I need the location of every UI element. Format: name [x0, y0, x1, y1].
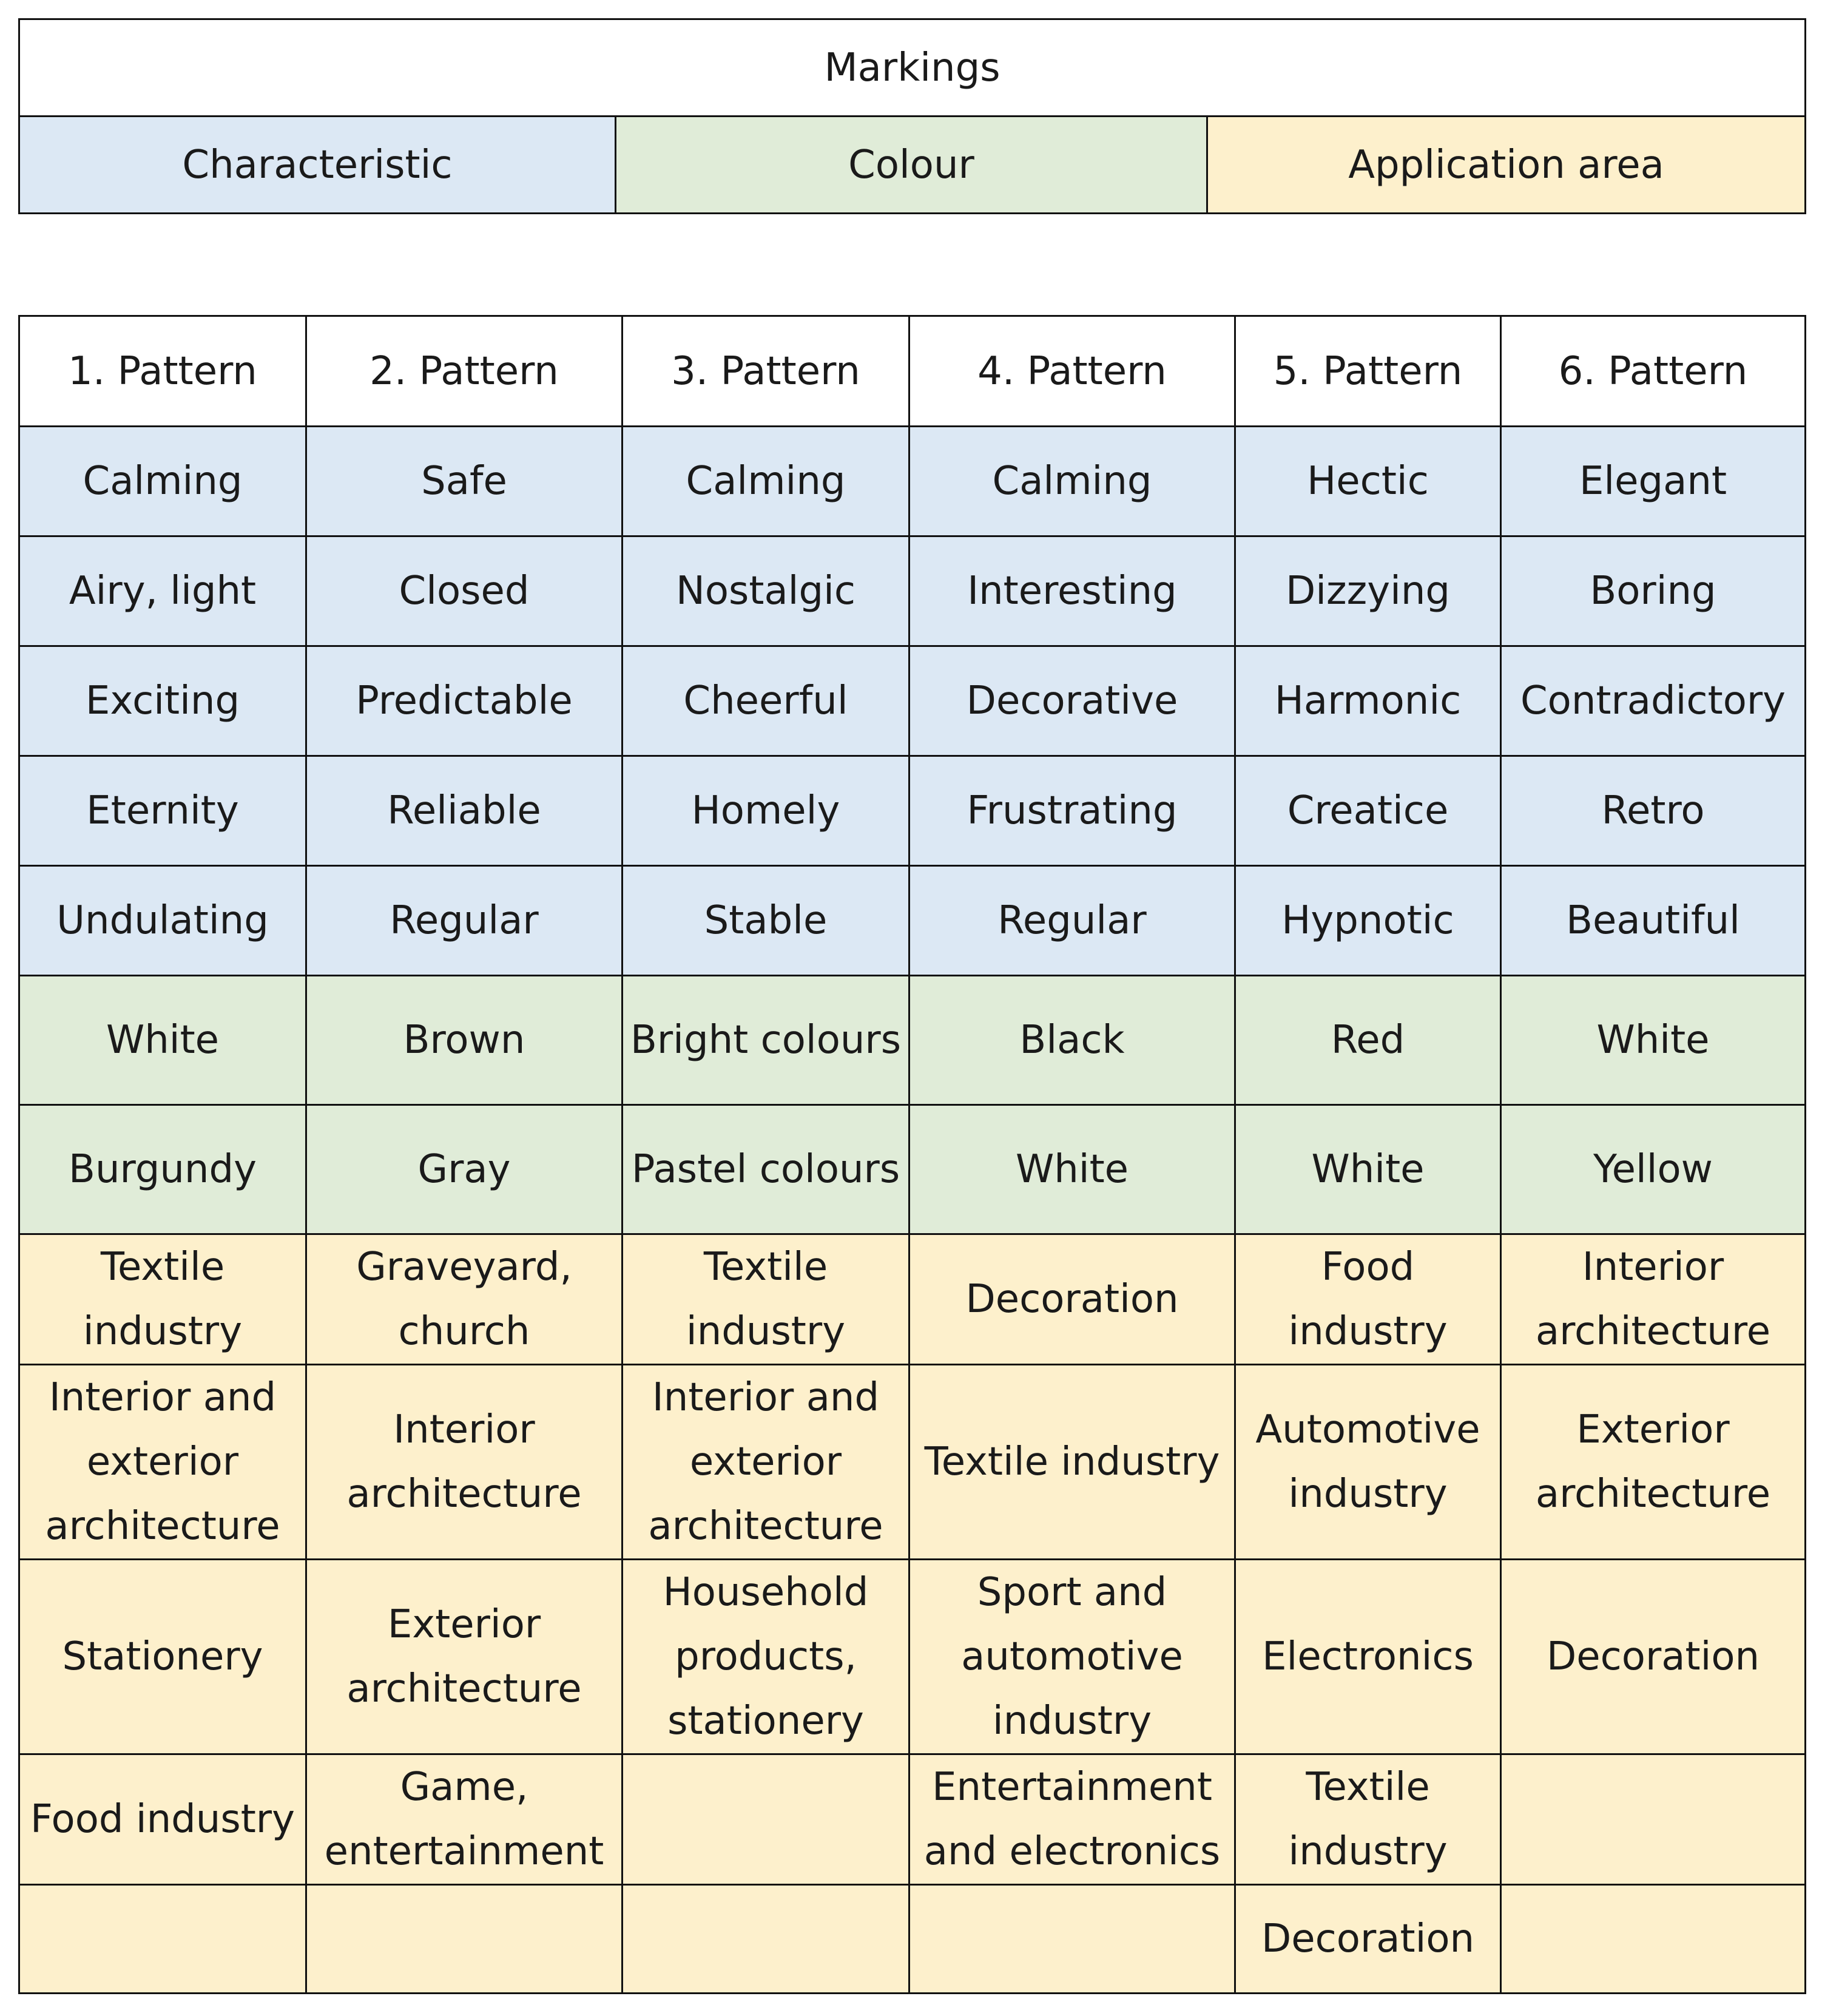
table-cell	[1500, 1884, 1806, 1994]
table-row: Textile industry Graveyard, church Textile…	[18, 1233, 1806, 1365]
table-cell: Food industry	[18, 1753, 307, 1886]
table-cell: White	[908, 1104, 1236, 1235]
legend-table: Markings Characteristic Colour Applicati…	[18, 18, 1807, 214]
table-cell: Textile industry	[908, 1364, 1236, 1560]
column-header: 6. Pattern	[1500, 315, 1806, 427]
table-cell	[305, 1884, 623, 1994]
table-cell: Calming	[621, 425, 910, 537]
table-cell: Black	[908, 975, 1236, 1106]
table-cell: Calming	[908, 425, 1236, 537]
legend-key-colour: Colour	[615, 115, 1208, 214]
table-cell: Reliable	[305, 755, 623, 867]
legend-key-characteristic: Characteristic	[18, 115, 616, 214]
table-cell: Contradictory	[1500, 645, 1806, 757]
table-cell: Yellow	[1500, 1104, 1806, 1235]
table-cell: Gray	[305, 1104, 623, 1235]
table-cell: Interior architecture	[305, 1364, 623, 1560]
table-row: Burgundy Gray Pastel colours White White Yell…	[18, 1104, 1806, 1235]
table-cell: Nostalgic	[621, 535, 910, 647]
table-cell: White	[1500, 975, 1806, 1106]
table-row: Calming Safe Calming Calming Hectic Elegant	[18, 425, 1806, 537]
table-cell: Elegant	[1500, 425, 1806, 537]
table-cell: Interior and exterior architecture	[621, 1364, 910, 1560]
table-cell: Frustrating	[908, 755, 1236, 867]
table-row: Undulating Regular Stable Regular Hypnotic Be…	[18, 865, 1806, 976]
table-cell: Game, entertainment	[305, 1753, 623, 1886]
table-cell: Eternity	[18, 755, 307, 867]
table-cell: Decoration	[908, 1233, 1236, 1365]
column-header: 3. Pattern	[621, 315, 910, 427]
table-row: Decoration	[18, 1884, 1806, 1994]
table-cell	[1500, 1753, 1806, 1886]
table-row: Exciting Predictable Cheerful Decorative Har…	[18, 645, 1806, 757]
table-cell: Electronics	[1234, 1558, 1502, 1755]
table-cell: Regular	[305, 865, 623, 976]
pattern-table: 1. Pattern 2. Pattern 3. Pattern 4. Patt…	[18, 315, 1806, 1994]
table-cell: White	[18, 975, 307, 1106]
table-cell: Beautiful	[1500, 865, 1806, 976]
table-cell	[621, 1884, 910, 1994]
table-cell: Bright colours	[621, 975, 910, 1106]
table-cell: Exciting	[18, 645, 307, 757]
table-cell: Household products, stationery	[621, 1558, 910, 1755]
table-cell: Dizzying	[1234, 535, 1502, 647]
table-cell: Interior architecture	[1500, 1233, 1806, 1365]
table-cell: Harmonic	[1234, 645, 1502, 757]
table-cell	[621, 1753, 910, 1886]
table-cell: Closed	[305, 535, 623, 647]
table-cell: Regular	[908, 865, 1236, 976]
table-cell: Boring	[1500, 535, 1806, 647]
table-row: Food industry Game, entertainment Entertai…	[18, 1753, 1806, 1886]
table-cell: Pastel colours	[621, 1104, 910, 1235]
table-cell: Calming	[18, 425, 307, 537]
table-cell	[18, 1884, 307, 1994]
table-cell: Homely	[621, 755, 910, 867]
table-cell: Interior and exterior architecture	[18, 1364, 307, 1560]
table-cell: Textile industry	[621, 1233, 910, 1365]
table-cell: Exterior architecture	[1500, 1364, 1806, 1560]
table-row: White Brown Bright colours Black Red White	[18, 975, 1806, 1106]
table-cell: Sport and automotive industry	[908, 1558, 1236, 1755]
table-cell: Hectic	[1234, 425, 1502, 537]
column-header: 5. Pattern	[1234, 315, 1502, 427]
table-cell: Cheerful	[621, 645, 910, 757]
table-cell: Safe	[305, 425, 623, 537]
table-cell: Decoration	[1234, 1884, 1502, 1994]
legend-key-application-area: Application area	[1206, 115, 1807, 214]
table-cell: Stable	[621, 865, 910, 976]
table-cell: Decorative	[908, 645, 1236, 757]
table-cell: Textile industry	[1234, 1753, 1502, 1886]
column-header: 1. Pattern	[18, 315, 307, 427]
table-cell: Decoration	[1500, 1558, 1806, 1755]
table-cell: Food industry	[1234, 1233, 1502, 1365]
table-cell: Brown	[305, 975, 623, 1106]
table-cell: Graveyard, church	[305, 1233, 623, 1365]
table-cell: Interesting	[908, 535, 1236, 647]
table-cell: Entertainment and electronics	[908, 1753, 1236, 1886]
table-cell	[908, 1884, 1236, 1994]
table-cell: Automotive industry	[1234, 1364, 1502, 1560]
table-cell: Undulating	[18, 865, 307, 976]
column-header: 2. Pattern	[305, 315, 623, 427]
table-cell: Stationery	[18, 1558, 307, 1755]
table-cell: Red	[1234, 975, 1502, 1106]
table-cell: White	[1234, 1104, 1502, 1235]
pattern-header-row: 1. Pattern 2. Pattern 3. Pattern 4. Patt…	[18, 315, 1806, 427]
table-cell: Exterior architecture	[305, 1558, 623, 1755]
table-row: Eternity Reliable Homely Frustrating Creatic…	[18, 755, 1806, 867]
table-cell: Textile industry	[18, 1233, 307, 1365]
legend-title: Markings	[18, 18, 1807, 117]
table-row: Airy, light Closed Nostalgic Interesting Diz…	[18, 535, 1806, 647]
table-cell: Hypnotic	[1234, 865, 1502, 976]
table-cell: Predictable	[305, 645, 623, 757]
table-row: Stationery Exterior architecture Household…	[18, 1558, 1806, 1755]
table-row: Interior and exterior architecture Interi…	[18, 1364, 1806, 1560]
table-cell: Retro	[1500, 755, 1806, 867]
table-cell: Airy, light	[18, 535, 307, 647]
column-header: 4. Pattern	[908, 315, 1236, 427]
table-cell: Creatice	[1234, 755, 1502, 867]
table-cell: Burgundy	[18, 1104, 307, 1235]
